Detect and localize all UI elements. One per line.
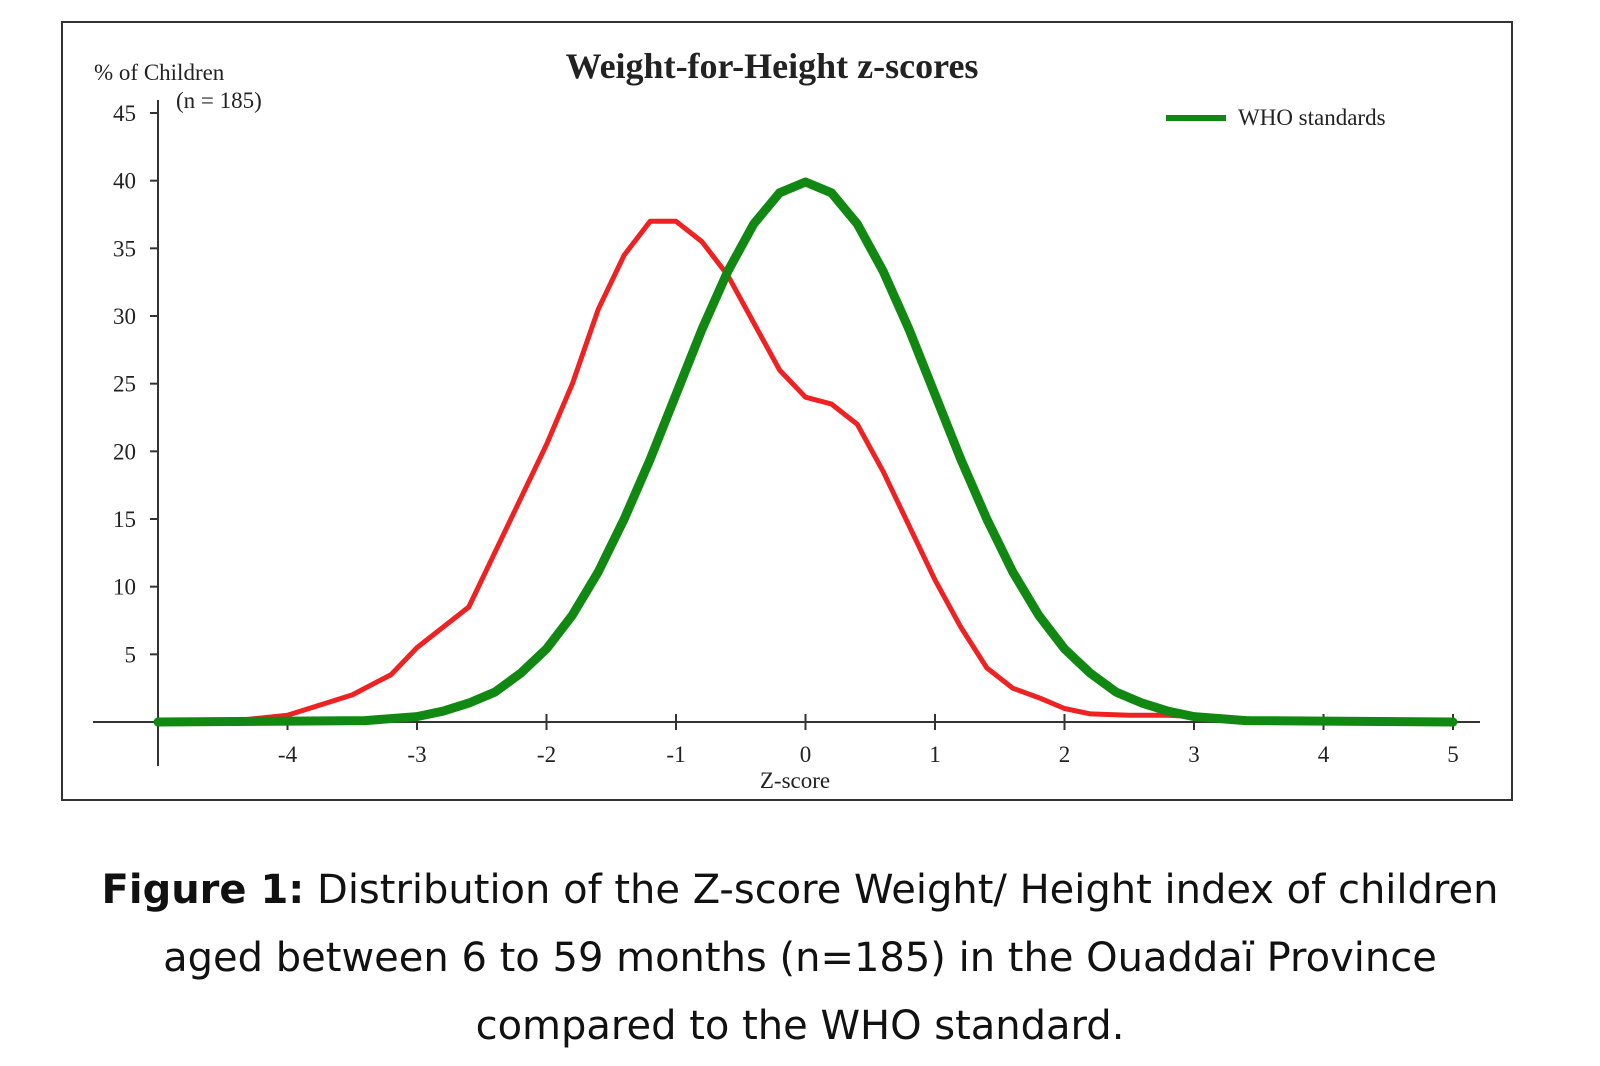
x-tick-label: 5 (1447, 742, 1459, 767)
series-group (153, 177, 1458, 727)
y-tick-label: 5 (125, 642, 137, 667)
x-axis-label: Z-score (760, 768, 830, 793)
y-axis-note: (n = 185) (176, 88, 262, 113)
y-tick-label: 45 (113, 101, 136, 126)
x-tick-label: 4 (1318, 742, 1330, 767)
y-tick-label: 20 (113, 439, 136, 464)
who-standards-series-line (153, 177, 1458, 727)
chart-title: Weight-for-Height z-scores (566, 46, 979, 86)
figure-caption: Figure 1: Distribution of the Z-score We… (0, 856, 1600, 1060)
caption-label: Figure 1: (101, 867, 305, 913)
x-tick-label: -3 (407, 742, 426, 767)
x-tick-label: -1 (666, 742, 685, 767)
x-tick-label: 0 (800, 742, 812, 767)
y-tick-label: 25 (113, 372, 136, 397)
x-tick-label: 2 (1059, 742, 1071, 767)
x-tick-label: -2 (537, 742, 556, 767)
y-tick-label: 10 (113, 575, 136, 600)
children-distribution-series-line (155, 218, 1262, 725)
x-tick-label: 1 (929, 742, 941, 767)
y-axis-label: % of Children (94, 60, 225, 85)
y-tick-label: 35 (113, 236, 136, 261)
y-tick-label: 15 (113, 507, 136, 532)
y-tick-label: 30 (113, 304, 136, 329)
chart-figure: Weight-for-Height z-scores % of Children… (61, 21, 1513, 801)
y-tick-label: 40 (113, 169, 136, 194)
x-tick-label: -4 (278, 742, 298, 767)
chart-plot: Weight-for-Height z-scores % of Children… (61, 21, 1513, 801)
caption-line-1: Figure 1: Distribution of the Z-score We… (0, 856, 1600, 924)
chart-border (61, 21, 1513, 801)
caption-line-1-text: Distribution of the Z-score Weight/ Heig… (317, 867, 1499, 913)
legend-label: WHO standards (1238, 105, 1386, 130)
x-tick-label: 3 (1188, 742, 1200, 767)
caption-line-2: aged between 6 to 59 months (n=185) in t… (163, 935, 1437, 981)
caption-line-3: compared to the WHO standard. (475, 1003, 1125, 1049)
